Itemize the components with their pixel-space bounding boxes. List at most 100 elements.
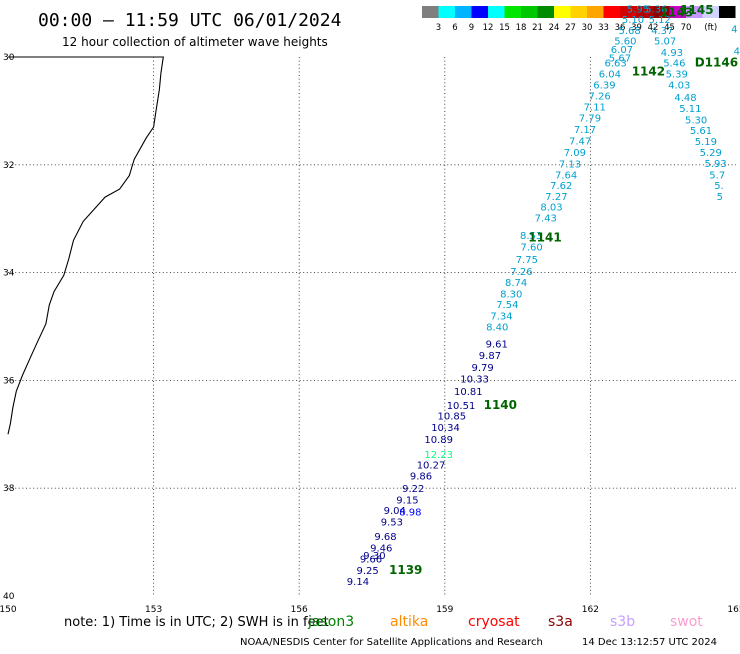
- wave-height-value: 6.04: [599, 70, 621, 81]
- wave-height-value: 9.61: [486, 340, 508, 351]
- wave-height-value: 5.29: [700, 148, 722, 159]
- credit-text: NOAA/NESDIS Center for Satellite Applica…: [240, 637, 543, 648]
- mission-legend: jason3 altika cryosat s3a s3b swot: [307, 614, 703, 630]
- mission-label-s3a: s3a: [548, 614, 573, 630]
- wave-height-value: 10.34: [431, 423, 460, 434]
- wave-height-value: 5.19: [695, 137, 717, 148]
- legend-swatch: [669, 6, 686, 18]
- wave-height-value: 7.60: [521, 243, 543, 254]
- legend-swatch: [603, 6, 620, 18]
- wave-height-value: 10.85: [438, 412, 467, 423]
- wave-height-value: 7.64: [555, 170, 577, 181]
- wave-height-value: 8.40: [486, 322, 508, 333]
- mission-label-altika: altika: [390, 614, 428, 630]
- legend-swatch: [504, 6, 521, 18]
- legend-label: 70: [681, 23, 692, 33]
- latitude-tick-label: 34: [3, 269, 15, 279]
- map-title: 00:00 – 11:59 UTC 06/01/2024: [38, 10, 341, 31]
- pass-number-label: 1139: [389, 563, 422, 577]
- wave-height-value: 9.86: [410, 472, 432, 483]
- wave-height-value: 8.98: [399, 508, 421, 519]
- wave-height-value: 9.79: [472, 363, 494, 374]
- legend-swatch: [422, 6, 439, 18]
- footer: note: 1) Time is in UTC; 2) SWH is in fe…: [64, 614, 717, 648]
- wave-height-value: 5.95: [627, 4, 649, 15]
- wave-height-value: 9.15: [396, 495, 418, 506]
- wave-height-value: 7.11: [584, 102, 606, 113]
- wave-height-value: 10.27: [417, 460, 446, 471]
- wave-height-value: 5.61: [690, 126, 712, 137]
- legend-swatch: [554, 6, 571, 18]
- wave-height-value: 5.: [714, 181, 724, 192]
- pass-number-label: D1146: [695, 56, 738, 70]
- legend-swatch: [587, 6, 604, 18]
- wave-height-value: 5.07: [654, 37, 676, 48]
- wave-height-value: 4.03: [668, 80, 690, 91]
- wave-height-value: 5.30: [685, 115, 707, 126]
- legend-swatch: [438, 6, 455, 18]
- pass-number-label: 1140: [484, 398, 517, 412]
- legend-label: 27: [565, 23, 576, 33]
- legend-swatch: [686, 6, 703, 18]
- wave-height-value: 4.93: [661, 48, 683, 59]
- legend-swatch: [537, 6, 554, 18]
- latitude-tick-label: 32: [3, 161, 14, 171]
- wave-height-value: 7.34: [490, 312, 512, 323]
- wave-height-value: 7.43: [535, 213, 557, 224]
- wave-height-value: 5.39: [666, 70, 688, 81]
- pass-number-label: 1143: [660, 6, 693, 20]
- legend-swatch: [471, 6, 488, 18]
- wave-height-value: 9.53: [381, 517, 403, 528]
- wave-height-value: 7.75: [516, 255, 538, 266]
- legend-label: 18: [516, 23, 527, 33]
- mission-label-s3b: s3b: [610, 614, 635, 630]
- wave-height-value: 5.11: [679, 104, 701, 115]
- coastline: [7, 56, 164, 435]
- wave-height-value: 7.27: [545, 192, 567, 203]
- wave-height-value: 9.46: [370, 543, 392, 554]
- wave-height-value: 5.93: [705, 159, 727, 170]
- mission-label-swot: swot: [670, 614, 703, 630]
- longitude-tick-label: 159: [436, 605, 453, 615]
- wave-height-value: 9.66: [360, 555, 382, 566]
- wave-height-value: 4: [734, 46, 740, 57]
- pass-number-label: 1145: [680, 3, 713, 17]
- latitude-tick-label: 38: [3, 484, 15, 494]
- wave-height-value: 9.22: [402, 484, 424, 495]
- legend-swatch: [702, 6, 719, 18]
- wave-height-value: 7.13: [559, 160, 581, 171]
- wave-height-value: 10.51: [447, 401, 476, 412]
- legend-swatch: [488, 6, 505, 18]
- wave-height-value: 5.36: [645, 4, 667, 15]
- wave-height-value: 7.26: [510, 267, 532, 278]
- legend-swatch: [455, 6, 472, 18]
- wave-height-value: 5.68: [619, 26, 641, 37]
- legend-label: 33: [598, 23, 609, 33]
- legend-swatch: [653, 6, 670, 18]
- legend-swatch: [521, 6, 538, 18]
- wave-height-value: 7.09: [564, 148, 586, 159]
- wave-height-value: 12.23: [424, 450, 453, 461]
- wave-height-value: 8.30: [500, 289, 522, 300]
- legend-label: 30: [582, 23, 593, 33]
- legend-label: 3: [436, 23, 441, 33]
- mission-label-cryosat: cryosat: [468, 614, 520, 630]
- wave-height-value: 5.67: [609, 53, 631, 64]
- legend-label: 6: [452, 23, 457, 33]
- wave-height-value: 7.79: [579, 114, 601, 125]
- map-area: 1501531561591621653032343638409.149.259.…: [0, 3, 740, 615]
- wave-height-value: 8.74: [505, 278, 527, 289]
- mission-label-jason3: jason3: [307, 614, 354, 630]
- longitude-tick-label: 153: [145, 605, 162, 615]
- wave-height-value: 9.30: [363, 551, 385, 562]
- color-legend: 3 6 9 12 15 18 21 24 27 30 33 36 39 42 45 70 (ft): [422, 6, 736, 33]
- wave-height-value: 7.47: [569, 136, 591, 147]
- longitude-tick-label: 165: [727, 605, 740, 615]
- latitude-tick-label: 36: [3, 376, 15, 386]
- wave-height-value: 4.37: [651, 26, 673, 37]
- wave-height-value: 5.10: [622, 15, 644, 26]
- wave-height-value: 6.63: [605, 59, 627, 70]
- wave-height-value: 10.89: [424, 435, 453, 446]
- latitude-tick-label: 30: [3, 53, 15, 63]
